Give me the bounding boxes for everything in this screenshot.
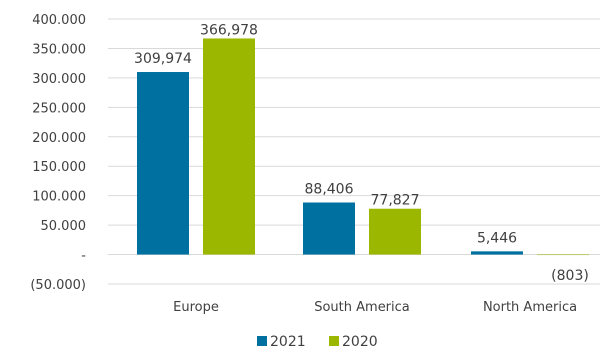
y-tick-label: 250.000 [32, 101, 86, 116]
data-labels: 309,974 88,406 5,446 366,978 77,827 (803) [134, 22, 589, 284]
bar-2021-2 [471, 251, 523, 255]
bar-2021-0 [137, 72, 189, 255]
data-label: 5,446 [477, 230, 517, 246]
data-label: 366,978 [200, 22, 258, 38]
y-tick-label: 150.000 [32, 160, 86, 175]
data-label: 309,974 [134, 51, 192, 67]
y-tick-label: 300.000 [32, 72, 86, 87]
bar-2020-1 [369, 208, 421, 255]
legend: 2021 2020 [257, 334, 378, 350]
y-tick-label: 200.000 [32, 131, 86, 146]
y-tick-label: 400.000 [32, 13, 86, 28]
data-label: (803) [551, 268, 589, 284]
y-tick-label: 50.000 [41, 219, 87, 234]
y-axis-ticks: 400.000 350.000 300.000 250.000 200.000 150.0… [30, 13, 86, 293]
legend-swatch [257, 336, 267, 346]
bar-2020-2 [537, 254, 589, 256]
category-labels: Europe South America North America [173, 300, 577, 315]
y-tick-label: 100.000 [32, 190, 86, 205]
legend-label: 2020 [342, 334, 378, 350]
y-tick-label: 350.000 [32, 42, 86, 57]
y-tick-label: (50.000) [30, 278, 86, 293]
category-label: South America [314, 300, 410, 315]
bar-2020-0 [203, 38, 255, 255]
data-label: 88,406 [305, 181, 354, 197]
legend-swatch [329, 336, 339, 346]
bars [137, 38, 589, 256]
data-label: 77,827 [371, 193, 420, 209]
bar-2021-1 [303, 202, 355, 255]
y-tick-label: - [81, 249, 86, 264]
legend-label: 2021 [270, 334, 306, 350]
category-label: Europe [173, 300, 219, 315]
category-label: North America [483, 300, 577, 315]
